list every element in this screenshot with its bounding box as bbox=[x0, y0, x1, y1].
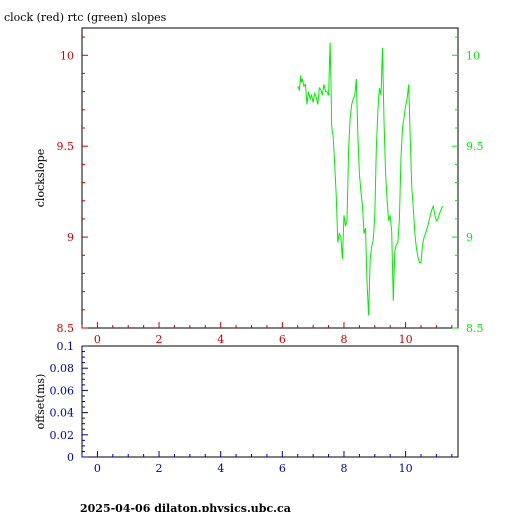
y-tick-label: 8.5 bbox=[57, 322, 75, 335]
x-tick-label: 6 bbox=[279, 333, 286, 346]
plot-frame bbox=[81, 345, 459, 458]
y-axis-label: offset(ms) bbox=[34, 374, 47, 430]
x-tick-label: 4 bbox=[217, 462, 224, 475]
y-tick-label: 0.02 bbox=[50, 429, 75, 442]
x-tick-label: 10 bbox=[399, 333, 413, 346]
x-tick-label: 4 bbox=[217, 333, 224, 346]
x-tick-label: 8 bbox=[340, 333, 347, 346]
y-tick-label: 0.08 bbox=[50, 362, 75, 375]
x-tick-label: 6 bbox=[279, 462, 286, 475]
right-y-tick-label: 10 bbox=[466, 49, 480, 62]
y-tick-label: 0 bbox=[67, 451, 74, 464]
y-tick-label: 0.04 bbox=[50, 407, 75, 420]
series-line-rtc bbox=[297, 42, 444, 316]
chart-title: clock (red) rtc (green) slopes bbox=[4, 11, 167, 24]
right-y-tick-label: 9 bbox=[466, 231, 473, 244]
x-tick-label: 8 bbox=[340, 462, 347, 475]
y-tick-label: 0.1 bbox=[57, 340, 75, 353]
x-tick-label: 10 bbox=[399, 462, 413, 475]
y-tick-label: 0.06 bbox=[50, 384, 75, 397]
x-tick-label: 0 bbox=[94, 462, 101, 475]
right-y-tick-label: 9.5 bbox=[466, 140, 484, 153]
y-tick-label: 9.5 bbox=[57, 140, 75, 153]
x-tick-label: 0 bbox=[94, 333, 101, 346]
plot-frame bbox=[81, 27, 459, 329]
y-tick-label: 9 bbox=[67, 231, 74, 244]
right-y-tick-label: 8.5 bbox=[466, 322, 484, 335]
slope-plot: 0 2 4 6 8 10 8.5 8.5 9 9 9.5 9.5 10 10 clockslope bbox=[34, 27, 484, 346]
x-tick-label: 2 bbox=[156, 333, 163, 346]
y-axis-label: clockslope bbox=[34, 149, 47, 207]
x-tick-label: 2 bbox=[156, 462, 163, 475]
y-tick-label: 10 bbox=[60, 49, 74, 62]
offset-plot: 0 2 4 6 8 10 0 0.02 0.04 0.06 0.08 0.1 offset(ms) bbox=[34, 340, 459, 475]
footer-date-host: 2025-04-06 dilaton.physics.ubc.ca bbox=[80, 502, 291, 512]
